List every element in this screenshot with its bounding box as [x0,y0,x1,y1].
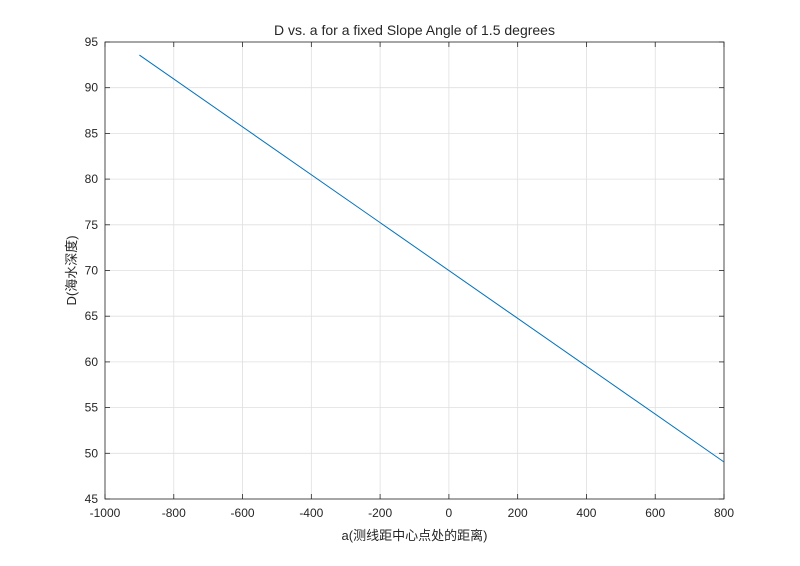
y-tick-label: 85 [85,126,99,140]
y-tick-label: 95 [85,35,99,49]
y-tick-label: 50 [85,446,99,460]
x-tick-label: -200 [368,506,392,520]
y-tick-label: 60 [85,355,99,369]
y-axis-label: D(海水深度) [64,235,79,305]
y-tick-label: 65 [85,309,99,323]
x-tick-label: 600 [645,506,665,520]
x-tick-label: 800 [714,506,734,520]
x-tick-label: -1000 [90,506,121,520]
x-tick-label: 400 [576,506,596,520]
series-line [139,54,725,463]
x-tick-label: 200 [508,506,528,520]
y-tick-label: 90 [85,81,99,95]
y-tick-label: 80 [85,172,99,186]
y-tick-label: 45 [85,492,99,506]
ticks: -1000 -800 -600 -400 -200 0 200 400 600 800 45 50 55… [85,35,735,520]
x-tick-label: -600 [231,506,255,520]
y-tick-label: 75 [85,218,99,232]
x-axis-label: a(测线距中心点处的距离) [342,528,488,543]
x-tick-label: 0 [446,506,453,520]
chart-title: D vs. a for a fixed Slope Angle of 1.5 d… [274,22,555,38]
series-group [139,54,725,463]
x-tick-label: -400 [299,506,323,520]
y-tick-label: 55 [85,401,99,415]
x-tick-label: -800 [162,506,186,520]
y-tick-label: 70 [85,264,99,278]
